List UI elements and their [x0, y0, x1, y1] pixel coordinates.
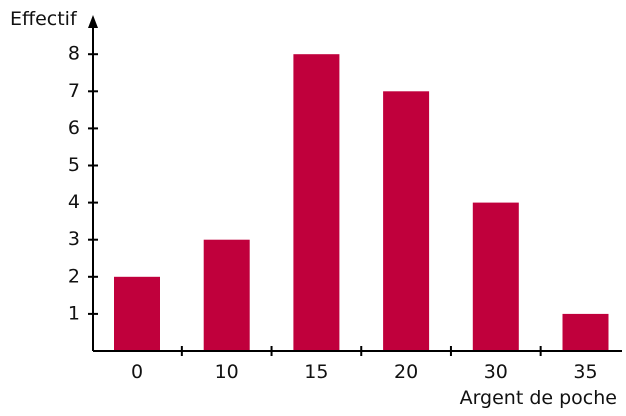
- x-tick-label-0: 0: [131, 361, 143, 383]
- y-tick-label-1: 1: [68, 302, 80, 324]
- bar-15: [293, 54, 340, 351]
- bar-20: [383, 91, 430, 352]
- x-tick-label-30: 30: [484, 361, 508, 383]
- x-tick-label-15: 15: [304, 361, 328, 383]
- y-tick-label-3: 3: [68, 228, 80, 250]
- bar-0: [114, 276, 160, 351]
- y-tick-label-4: 4: [68, 191, 80, 213]
- y-tick-label-2: 2: [68, 265, 80, 287]
- y-axis-arrow: [88, 15, 98, 28]
- x-tick-label-10: 10: [215, 361, 239, 383]
- y-tick-label-7: 7: [68, 80, 80, 102]
- bars: [114, 54, 609, 352]
- x-tick-label-20: 20: [394, 361, 418, 383]
- bar-30: [472, 202, 519, 351]
- y-tick-label-6: 6: [68, 117, 80, 139]
- bar-10: [203, 239, 250, 351]
- x-tick-label-35: 35: [573, 361, 597, 383]
- bar-35: [562, 313, 609, 351]
- y-tick-label-5: 5: [68, 154, 80, 176]
- x-axis-ticks: 0 10 15 20 30 35: [131, 346, 598, 383]
- y-tick-label-8: 8: [68, 43, 80, 65]
- y-axis-label: Effectif: [10, 8, 78, 30]
- x-axis-label: Argent de poche: [460, 387, 617, 409]
